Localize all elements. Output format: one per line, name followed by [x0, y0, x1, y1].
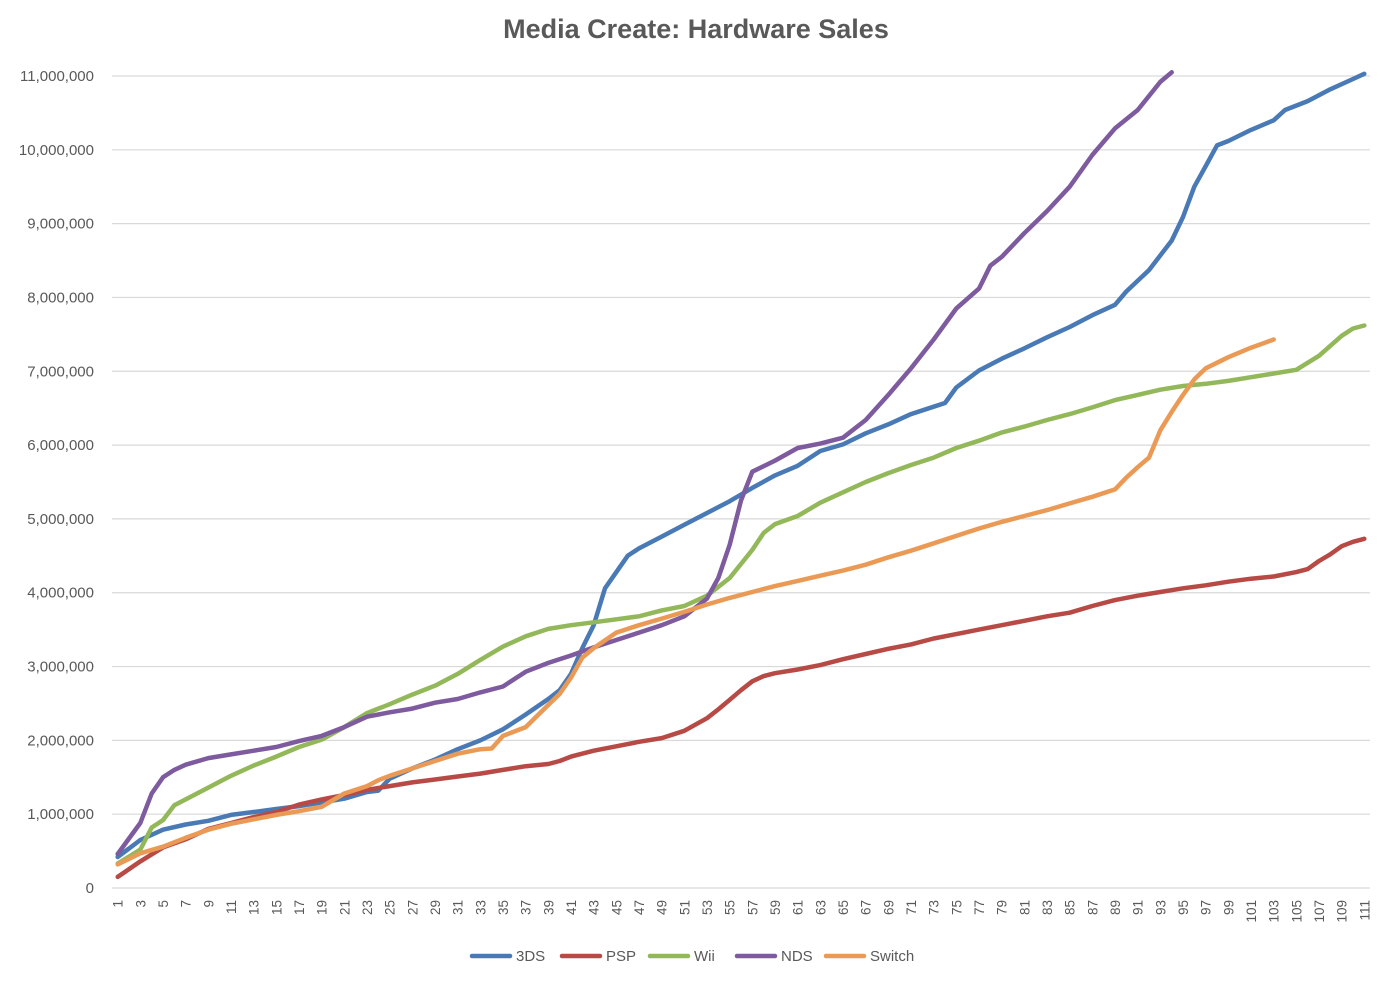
x-tick-label: 21 — [337, 900, 352, 915]
y-axis-tick-labels: 0 1,000,000 2,000,000 3,000,000 4,000,000 5,0… — [19, 68, 94, 897]
x-tick-label: 67 — [859, 900, 874, 915]
x-tick-label: 73 — [927, 900, 942, 915]
x-tick-label: 79 — [995, 900, 1010, 915]
x-tick-label: 49 — [655, 900, 670, 915]
x-tick-label: 3 — [133, 900, 148, 908]
x-tick-label: 7 — [179, 900, 194, 908]
x-tick-label: 91 — [1131, 900, 1146, 915]
legend-label-switch: Switch — [870, 948, 914, 965]
x-tick-label: 39 — [541, 900, 556, 915]
gridlines — [112, 75, 1370, 889]
x-tick-label: 55 — [723, 900, 738, 915]
x-axis-tick-labels: 1 3 5 7 9 11 13 15 17 19 21 23 25 27 29 31 33 35 37 39 41 43 4… — [111, 900, 1373, 923]
x-tick-label: 111 — [1357, 900, 1372, 921]
x-tick-label: 23 — [360, 900, 375, 915]
x-tick-label: 19 — [315, 900, 330, 915]
x-tick-label: 37 — [519, 900, 534, 915]
x-tick-label: 41 — [564, 900, 579, 915]
x-tick-label: 35 — [496, 900, 511, 915]
legend-label-3ds: 3DS — [516, 948, 545, 965]
x-tick-label: 89 — [1108, 900, 1123, 915]
x-tick-label: 59 — [768, 900, 783, 915]
x-tick-label: 105 — [1289, 900, 1304, 923]
x-tick-label: 1 — [111, 900, 126, 908]
x-tick-label: 75 — [949, 900, 964, 915]
series-line-3ds — [115, 71, 1367, 860]
y-tick-label: 6,000,000 — [27, 437, 94, 454]
x-tick-label: 85 — [1063, 900, 1078, 915]
x-tick-label: 69 — [881, 900, 896, 915]
y-tick-label: 0 — [86, 880, 94, 897]
y-tick-label: 9,000,000 — [27, 216, 94, 233]
x-tick-label: 45 — [609, 900, 624, 915]
x-tick-label: 33 — [473, 900, 488, 915]
legend: 3DS PSP Wii NDS Switch — [469, 948, 914, 965]
series-lines — [115, 70, 1367, 880]
y-tick-label: 8,000,000 — [27, 289, 94, 306]
x-tick-label: 97 — [1199, 900, 1214, 915]
x-tick-label: 71 — [904, 900, 919, 915]
chart-title: Media Create: Hardware Sales — [503, 14, 889, 44]
y-tick-label: 1,000,000 — [27, 806, 94, 823]
x-tick-label: 17 — [292, 900, 307, 915]
x-tick-label: 109 — [1335, 900, 1350, 923]
x-tick-label: 77 — [972, 900, 987, 915]
x-tick-label: 31 — [451, 900, 466, 915]
x-tick-label: 43 — [587, 900, 602, 915]
x-tick-label: 47 — [632, 900, 647, 915]
x-tick-label: 63 — [813, 900, 828, 915]
series-line-psp — [115, 536, 1367, 880]
y-tick-label: 2,000,000 — [27, 732, 94, 749]
x-tick-label: 103 — [1267, 900, 1282, 923]
series-line-switch — [115, 337, 1276, 867]
y-tick-label: 3,000,000 — [27, 659, 94, 676]
x-tick-label: 81 — [1017, 900, 1032, 915]
x-tick-label: 61 — [791, 900, 806, 915]
x-tick-label: 99 — [1221, 900, 1236, 915]
x-tick-label: 29 — [428, 900, 443, 915]
x-tick-label: 65 — [836, 900, 851, 915]
y-tick-label: 7,000,000 — [27, 363, 94, 380]
x-tick-label: 13 — [247, 900, 262, 915]
x-tick-label: 15 — [269, 900, 284, 915]
x-tick-label: 11 — [224, 900, 239, 914]
x-tick-label: 51 — [677, 900, 692, 915]
legend-label-wii: Wii — [694, 948, 715, 965]
y-tick-label: 11,000,000 — [20, 68, 94, 85]
x-tick-label: 9 — [201, 900, 216, 908]
x-tick-label: 83 — [1040, 900, 1055, 915]
y-tick-label: 5,000,000 — [27, 511, 94, 528]
x-tick-label: 25 — [383, 900, 398, 915]
x-tick-label: 57 — [745, 900, 760, 915]
x-tick-label: 93 — [1153, 900, 1168, 915]
series-line-wii — [115, 323, 1367, 866]
legend-label-nds: NDS — [781, 948, 813, 965]
x-tick-label: 95 — [1176, 900, 1191, 915]
x-tick-label: 87 — [1085, 900, 1100, 915]
x-tick-label: 101 — [1244, 900, 1259, 923]
x-tick-label: 107 — [1312, 900, 1327, 923]
y-tick-label: 4,000,000 — [27, 585, 94, 602]
legend-label-psp: PSP — [606, 948, 636, 965]
y-tick-label: 10,000,000 — [19, 142, 94, 159]
x-tick-label: 53 — [700, 900, 715, 915]
series-line-nds — [115, 70, 1174, 857]
x-tick-label: 27 — [405, 900, 420, 915]
x-tick-label: 5 — [156, 900, 171, 908]
